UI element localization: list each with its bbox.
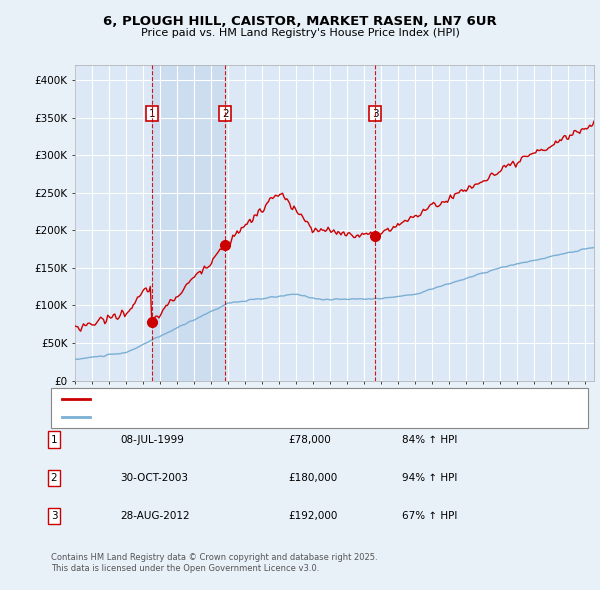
Text: Contains HM Land Registry data © Crown copyright and database right 2025.
This d: Contains HM Land Registry data © Crown c…: [51, 553, 377, 573]
Text: 94% ↑ HPI: 94% ↑ HPI: [402, 473, 457, 483]
Text: £180,000: £180,000: [288, 473, 337, 483]
Text: 3: 3: [372, 109, 379, 119]
Text: HPI: Average price, semi-detached house, West Lindsey: HPI: Average price, semi-detached house,…: [96, 412, 368, 422]
Text: 3: 3: [50, 512, 58, 521]
Text: 6, PLOUGH HILL, CAISTOR, MARKET RASEN, LN7 6UR (semi-detached house): 6, PLOUGH HILL, CAISTOR, MARKET RASEN, L…: [96, 394, 470, 404]
Text: 2: 2: [50, 473, 58, 483]
Text: 08-JUL-1999: 08-JUL-1999: [120, 435, 184, 444]
Text: £192,000: £192,000: [288, 512, 337, 521]
Text: 1: 1: [50, 435, 58, 444]
Text: 28-AUG-2012: 28-AUG-2012: [120, 512, 190, 521]
Text: £78,000: £78,000: [288, 435, 331, 444]
Text: Price paid vs. HM Land Registry's House Price Index (HPI): Price paid vs. HM Land Registry's House …: [140, 28, 460, 38]
Text: 67% ↑ HPI: 67% ↑ HPI: [402, 512, 457, 521]
Text: 6, PLOUGH HILL, CAISTOR, MARKET RASEN, LN7 6UR: 6, PLOUGH HILL, CAISTOR, MARKET RASEN, L…: [103, 15, 497, 28]
Text: 30-OCT-2003: 30-OCT-2003: [120, 473, 188, 483]
Text: 1: 1: [149, 109, 155, 119]
Bar: [152, 65, 225, 381]
Text: 84% ↑ HPI: 84% ↑ HPI: [402, 435, 457, 444]
Text: 2: 2: [222, 109, 229, 119]
